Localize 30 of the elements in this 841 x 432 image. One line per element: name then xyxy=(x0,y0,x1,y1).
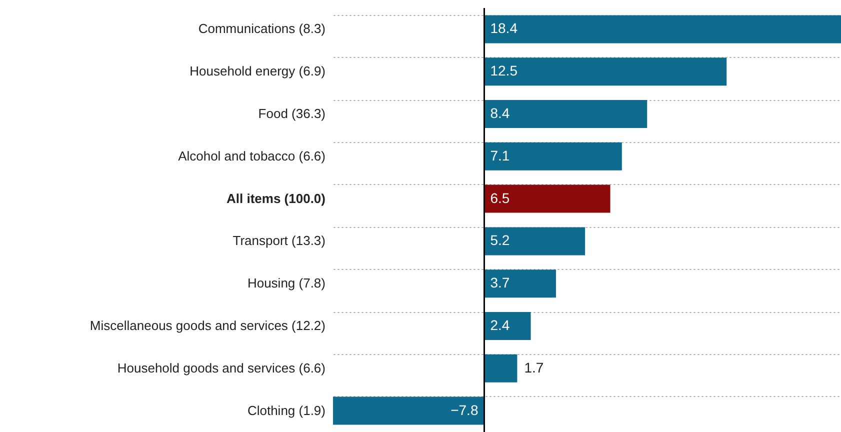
bar xyxy=(484,184,610,213)
data-label: 1.7 xyxy=(524,359,544,376)
y-tick-label: Clothing (1.9) xyxy=(247,402,326,418)
bar xyxy=(484,58,727,86)
y-tick-label: Household goods and services (6.6) xyxy=(117,360,326,376)
bar xyxy=(484,354,518,382)
y-tick-label: Food (36.3) xyxy=(258,106,326,121)
data-label: 12.5 xyxy=(490,62,518,79)
bar xyxy=(484,142,622,170)
y-tick-label: Miscellaneous goods and services (12.2) xyxy=(90,318,326,333)
data-label: −7.8 xyxy=(450,402,478,418)
y-tick-label: All items (100.0) xyxy=(226,190,326,206)
y-tick-label: Household energy (6.9) xyxy=(190,64,326,79)
data-label: 6.5 xyxy=(490,190,510,206)
data-label: 5.2 xyxy=(490,232,510,248)
bar xyxy=(484,312,531,340)
y-tick-label: Alcohol and tobacco (6.6) xyxy=(178,148,326,164)
y-tick-label: Housing (7.8) xyxy=(247,276,326,291)
bar xyxy=(333,396,484,425)
bar xyxy=(484,100,648,128)
data-label: 3.7 xyxy=(490,274,510,291)
data-label: 18.4 xyxy=(490,20,518,36)
bar xyxy=(484,15,841,44)
y-tick-label: Communications (8.3) xyxy=(198,21,326,36)
bar xyxy=(484,270,556,298)
bar xyxy=(484,227,586,256)
data-label: 7.1 xyxy=(490,147,510,164)
data-label: 2.4 xyxy=(490,317,510,333)
y-tick-label: Transport (13.3) xyxy=(232,233,326,248)
data-label: 8.4 xyxy=(490,105,510,121)
